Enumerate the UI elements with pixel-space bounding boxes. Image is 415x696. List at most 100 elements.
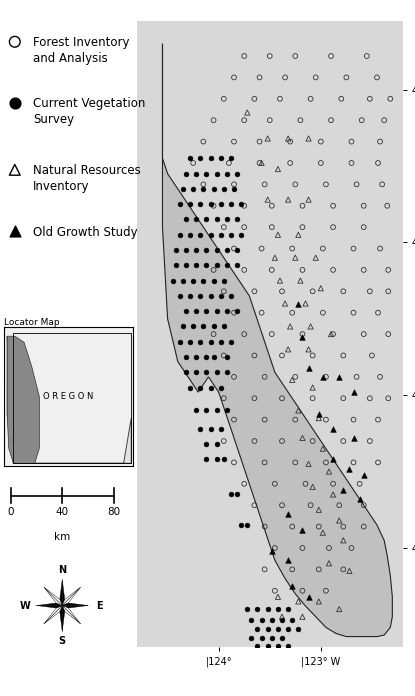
Point xyxy=(348,136,355,147)
Point xyxy=(307,93,314,104)
Point xyxy=(176,336,183,347)
Text: W: W xyxy=(20,601,31,610)
Point xyxy=(241,200,247,212)
Point xyxy=(193,405,200,416)
Point xyxy=(220,321,227,332)
Text: Locator Map: Locator Map xyxy=(4,318,60,327)
Point xyxy=(269,614,275,625)
Point xyxy=(279,611,286,622)
Point xyxy=(220,436,227,447)
Point xyxy=(385,264,392,276)
Point xyxy=(213,244,220,255)
Point xyxy=(271,478,278,489)
Point xyxy=(193,367,200,378)
Point xyxy=(387,93,393,104)
Point xyxy=(350,386,357,397)
Point xyxy=(309,436,316,447)
Point xyxy=(289,614,295,625)
Point xyxy=(258,243,265,254)
Point xyxy=(220,183,227,194)
Point xyxy=(309,393,316,404)
Polygon shape xyxy=(44,587,62,606)
Point xyxy=(256,157,263,168)
Point xyxy=(299,329,306,340)
Point xyxy=(256,136,263,147)
Point xyxy=(350,432,357,443)
Point xyxy=(227,489,234,500)
Point xyxy=(169,275,176,286)
Point xyxy=(302,478,309,489)
Point xyxy=(226,157,232,168)
Point xyxy=(180,275,186,286)
Point xyxy=(203,454,210,465)
Point xyxy=(330,264,337,276)
Point xyxy=(364,50,370,61)
Point xyxy=(227,290,234,301)
Point xyxy=(210,275,217,286)
Point xyxy=(360,469,367,480)
Point xyxy=(330,478,337,489)
Point xyxy=(305,362,312,373)
Point xyxy=(360,329,367,340)
Point xyxy=(12,164,18,175)
Point xyxy=(375,157,381,168)
Point xyxy=(299,432,306,443)
Point xyxy=(254,640,261,651)
Point xyxy=(289,243,295,254)
Point xyxy=(207,423,214,434)
Point xyxy=(231,414,237,425)
Point xyxy=(12,97,18,109)
Point xyxy=(328,115,334,126)
Point xyxy=(217,382,224,393)
Point xyxy=(264,133,271,144)
Point xyxy=(292,50,299,61)
Point xyxy=(315,564,322,575)
Point xyxy=(379,179,386,190)
Point xyxy=(356,478,363,489)
Point xyxy=(210,329,217,340)
Point xyxy=(220,93,227,104)
Point xyxy=(340,286,347,297)
Point xyxy=(350,307,357,318)
Point xyxy=(360,200,367,212)
Polygon shape xyxy=(44,606,62,624)
Point xyxy=(180,183,186,194)
Point xyxy=(213,168,220,180)
Point xyxy=(340,350,347,361)
Polygon shape xyxy=(62,587,81,606)
Point xyxy=(213,438,220,450)
Point xyxy=(207,198,214,209)
Point xyxy=(275,640,281,651)
Point xyxy=(264,624,271,635)
Point xyxy=(197,229,204,240)
Point xyxy=(336,515,342,526)
Polygon shape xyxy=(37,603,62,606)
Point xyxy=(197,423,204,434)
Point xyxy=(207,336,214,347)
Point xyxy=(326,557,332,569)
Point xyxy=(326,542,332,553)
Point xyxy=(251,500,258,511)
Point xyxy=(190,183,196,194)
Point xyxy=(330,454,337,465)
Point xyxy=(207,290,214,301)
Point xyxy=(320,243,326,254)
Point xyxy=(200,179,207,190)
Point xyxy=(251,393,258,404)
Point xyxy=(317,157,324,168)
Point xyxy=(264,603,271,615)
Text: O R E G O N: O R E G O N xyxy=(43,393,94,401)
Point xyxy=(279,633,286,644)
Point xyxy=(375,457,381,468)
Text: S: S xyxy=(59,636,66,647)
Point xyxy=(207,229,214,240)
Point xyxy=(183,351,189,363)
Point xyxy=(384,200,391,212)
Point xyxy=(193,351,200,363)
Point xyxy=(315,596,322,607)
Point xyxy=(258,633,265,644)
Point xyxy=(377,136,383,147)
Point xyxy=(207,153,214,164)
Point xyxy=(217,290,224,301)
Text: Forest Inventory
and Analysis: Forest Inventory and Analysis xyxy=(33,36,130,65)
